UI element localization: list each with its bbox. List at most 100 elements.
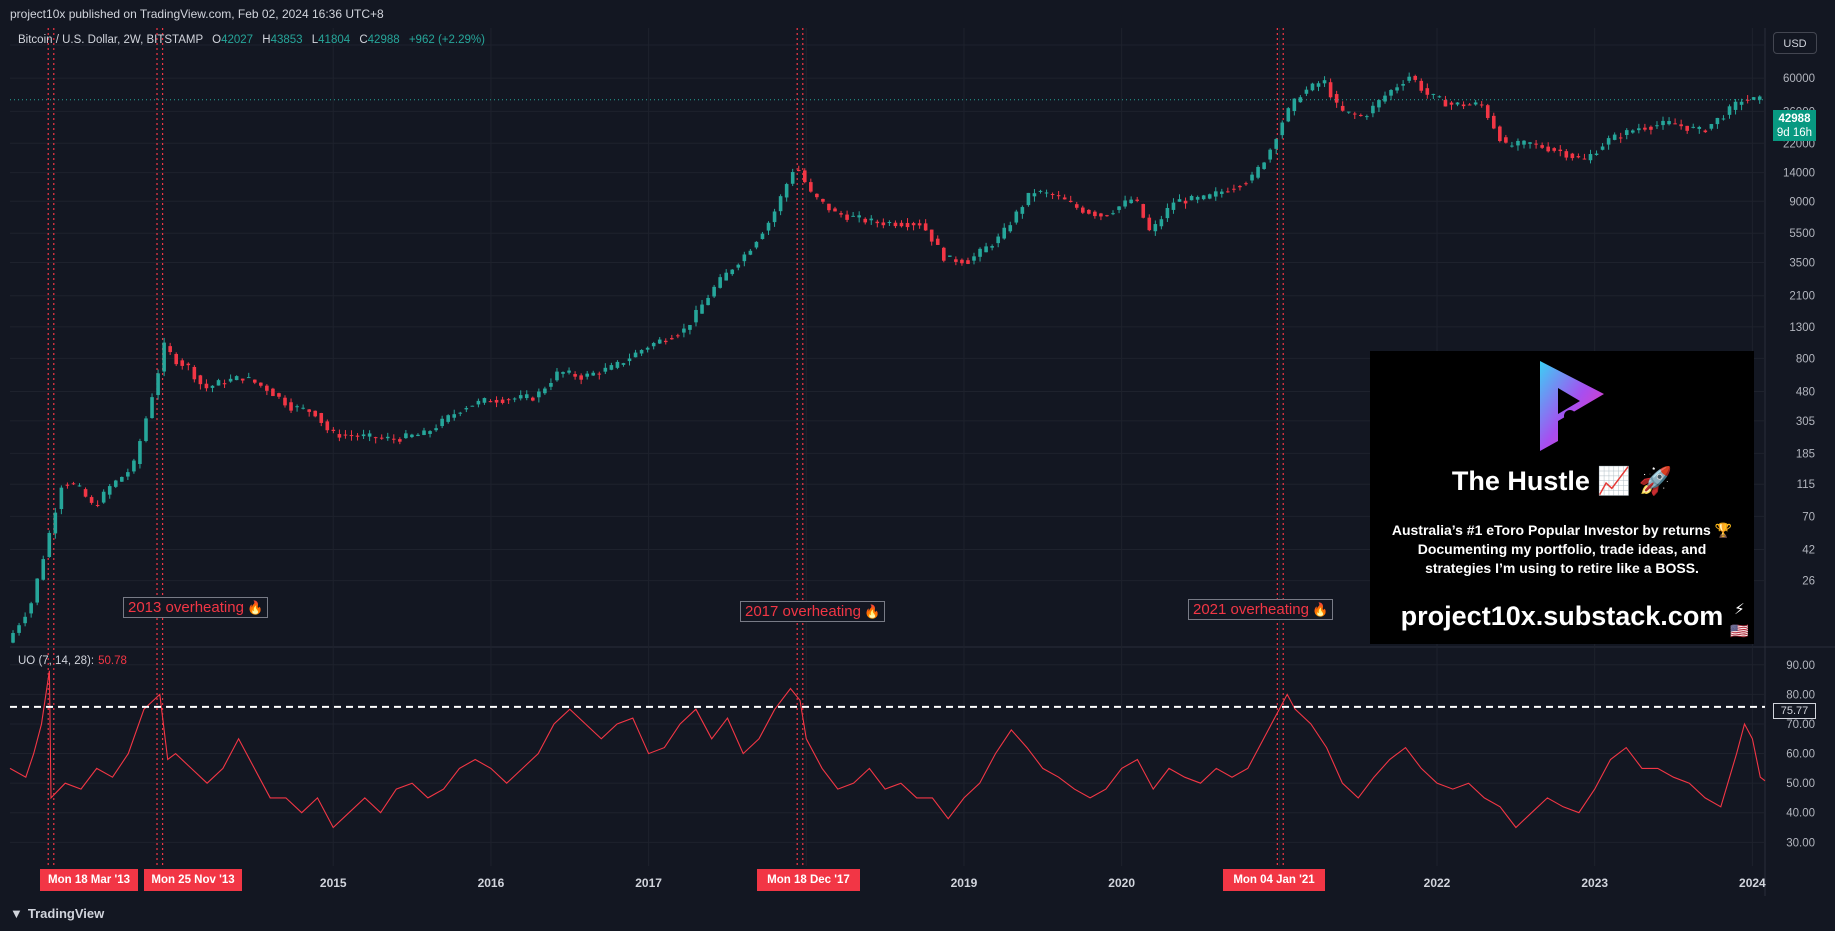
uo-tick-label: 90.00: [1786, 660, 1815, 672]
candle-body: [911, 223, 916, 226]
candle-body: [1117, 206, 1121, 210]
candle-body: [440, 418, 444, 427]
candle-body: [1310, 83, 1315, 91]
candle-body: [271, 388, 275, 397]
candle-body: [821, 198, 825, 202]
candle-body: [1068, 200, 1073, 202]
candle-body: [567, 370, 571, 373]
bar-countdown: 9d 16h: [1776, 127, 1813, 139]
candle-body: [1673, 123, 1677, 125]
grid: [10, 28, 1835, 896]
price-tick-label: 2100: [1789, 291, 1815, 303]
chart[interactable]: 26 42 70 115 185 305 480 800 1300 2100 3500 5500 900…: [0, 0, 1835, 896]
candle-body: [246, 377, 251, 379]
candle-body: [1026, 192, 1031, 206]
candle-body: [1709, 124, 1714, 129]
candle-body: [144, 418, 148, 442]
candle-body: [107, 486, 112, 495]
candle-body: [579, 375, 583, 380]
low-value: 41804: [318, 34, 351, 46]
candle-body: [1661, 120, 1665, 126]
candle-body: [1473, 102, 1478, 105]
candle-body: [404, 433, 408, 439]
candle-body: [1667, 121, 1671, 125]
candle-body: [1504, 137, 1508, 143]
price-axis: 26 42 70 115 185 305 480 800 1300 2100 3500 5500 900…: [1777, 40, 1815, 849]
candle-body: [1352, 113, 1357, 115]
currency-button[interactable]: USD: [1773, 32, 1817, 54]
symbol-name: Bitcoin / U.S. Dollar, 2W, BITSTAMP: [18, 34, 203, 46]
candle-body: [1080, 207, 1085, 213]
candle-body: [917, 223, 922, 226]
high-label: H: [262, 34, 271, 46]
candle-body: [1195, 196, 1200, 200]
candle-body: [537, 391, 541, 398]
candle-body: [845, 214, 849, 220]
candle-body: [1594, 153, 1599, 156]
candle-body: [1624, 130, 1629, 136]
candle-body: [941, 247, 946, 261]
candle-body: [156, 373, 160, 396]
candle-body: [802, 170, 807, 183]
candle-body: [500, 399, 505, 403]
candle-body: [766, 222, 771, 231]
candle-body: [996, 236, 1000, 244]
candle-body: [1546, 146, 1550, 152]
price-tick-label: 26: [1802, 576, 1815, 588]
candle-body: [113, 480, 118, 487]
candle-body: [1437, 96, 1442, 98]
candle-body: [343, 434, 348, 436]
price-tick-label: 115: [1797, 479, 1815, 491]
candle-body: [663, 340, 668, 343]
change-value: +962 (+2.29%): [408, 34, 485, 46]
date-tag-jan-21: Mon 04 Jan '21: [1223, 869, 1325, 891]
candle-body: [591, 372, 596, 376]
candle-body: [1395, 87, 1399, 91]
candle-body: [688, 324, 692, 330]
candle-body: [555, 371, 559, 381]
time-tick-label: 2020: [1108, 876, 1135, 890]
candle-body: [1564, 151, 1569, 158]
candle-body: [95, 504, 100, 506]
candle-body: [1498, 126, 1502, 142]
annotation-2013[interactable]: 2013 overheating 🔥: [123, 597, 269, 618]
candle-body: [1141, 204, 1146, 218]
promo-banner[interactable]: The Hustle 📈 🚀 Australia’s #1 eToro Popu…: [1370, 351, 1754, 644]
annotation-2021[interactable]: 2021 overheating 🔥: [1188, 599, 1334, 620]
candle-body: [1153, 224, 1158, 232]
candle-body: [869, 218, 874, 221]
candle-body: [476, 400, 481, 405]
candle-body: [1401, 84, 1405, 86]
uo-panel: [9, 670, 1766, 829]
candle-body: [307, 409, 311, 412]
candle-body: [1443, 99, 1448, 107]
annotation-2017[interactable]: 2017 overheating 🔥: [740, 601, 886, 622]
candle-body: [796, 170, 801, 172]
candle-body: [1238, 186, 1242, 188]
open-value: 42027: [221, 34, 254, 46]
close-value: 42988: [367, 34, 400, 46]
candle-body: [132, 460, 136, 472]
candle-body: [101, 491, 106, 503]
event-lines: [47, 28, 1284, 868]
flame-icon: 🔥: [1311, 602, 1329, 617]
candle-body: [325, 421, 330, 431]
candle-body: [337, 434, 342, 438]
candle-body: [1389, 90, 1393, 96]
candle-body: [295, 406, 299, 408]
annotation-2021-text: 2021 overheating: [1193, 601, 1309, 618]
candle-body: [549, 383, 553, 387]
candle-body: [1093, 211, 1097, 217]
candle-body: [676, 335, 680, 337]
candle-body: [833, 208, 837, 212]
candle-body: [1715, 117, 1720, 125]
promo-title: The Hustle 📈 🚀: [1451, 466, 1673, 496]
candle-body: [1630, 130, 1635, 133]
candle-body: [1365, 116, 1369, 118]
date-tag-dec-17: Mon 18 Dec '17: [757, 869, 860, 891]
candle-body: [1232, 188, 1236, 190]
candle-body: [730, 269, 735, 275]
candle-body: [1159, 219, 1164, 227]
promo-url[interactable]: project10x.substack.com: [1400, 601, 1724, 631]
candle-body: [1697, 126, 1702, 129]
